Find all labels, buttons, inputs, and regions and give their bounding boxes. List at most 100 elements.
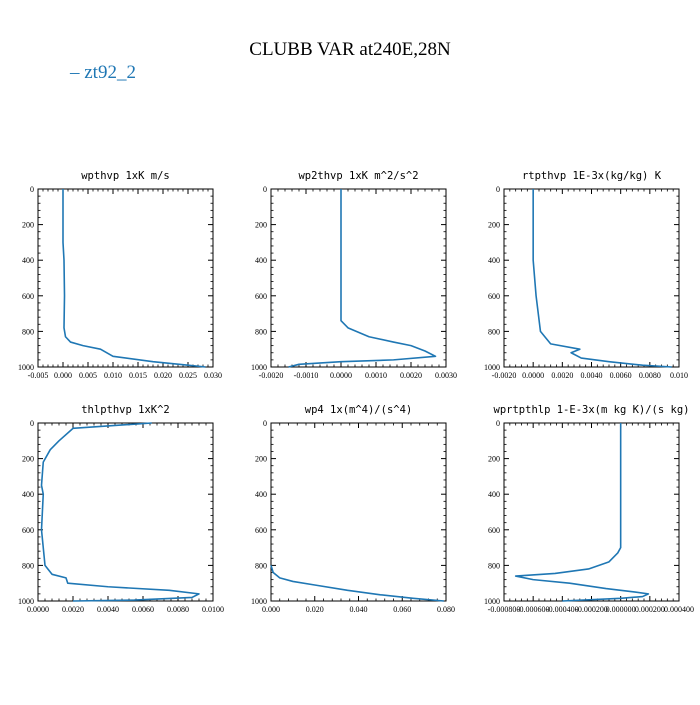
panel-title: wpthvp 1xK m/s	[81, 170, 170, 182]
plot-frame	[270, 422, 447, 602]
y-tick-label: 600	[488, 526, 500, 535]
series-line	[62, 189, 206, 368]
series-line	[40, 422, 200, 602]
x-tick-label: 0.020	[306, 605, 324, 614]
x-tick-label: 0.000200	[635, 605, 665, 614]
y-tick-label: 800	[22, 561, 34, 570]
x-tick-label: 0.0030	[435, 371, 457, 380]
x-tick-label: 0.015	[129, 371, 147, 380]
panel-title: rtpthvp 1E-3x(kg/kg) K	[522, 170, 662, 182]
y-tick-label: 200	[22, 221, 34, 230]
panel-title: wprtpthlp 1-E-3x(m kg K)/(s kg)	[494, 404, 690, 416]
x-tick-label: 0.0000	[522, 371, 544, 380]
x-tick-label: 0.025	[179, 371, 197, 380]
panel-5: wp4 1x(m^4)/(s^4) 0.000 0.020 0.040 0.060 0.0…	[251, 404, 455, 614]
y-tick-label: 600	[255, 292, 267, 301]
x-tick-label: 0.0060	[610, 371, 632, 380]
y-tick-label: 0	[496, 185, 500, 194]
y-tick-label: 800	[22, 327, 34, 336]
x-tick-label: 0.0100	[202, 605, 224, 614]
x-tick-label: 0.0000	[330, 371, 352, 380]
x-tick-label: -0.000200	[575, 605, 608, 614]
series-line	[270, 565, 444, 602]
x-tick-label: 0.020	[154, 371, 172, 380]
series-line	[514, 423, 650, 602]
x-tick-label: 0.030	[204, 371, 222, 380]
x-tick-label: -0.000800	[488, 605, 521, 614]
y-tick-label: 800	[255, 561, 267, 570]
x-tick-label: 0.0000	[27, 605, 49, 614]
y-tick-label: 1000	[484, 597, 500, 606]
x-tick-label: 0.0010	[365, 371, 387, 380]
x-tick-label: 0.000000	[606, 605, 636, 614]
series-line	[288, 189, 437, 368]
plot-frame	[270, 188, 447, 368]
y-tick-label: 0	[30, 185, 34, 194]
y-tick-label: 400	[488, 490, 500, 499]
x-tick-label: 0.010	[670, 371, 688, 380]
series-line	[532, 189, 672, 368]
y-tick-label: 200	[488, 221, 500, 230]
x-tick-label: 0.000	[262, 605, 280, 614]
y-tick-label: 200	[255, 221, 267, 230]
x-tick-label: 0.0080	[167, 605, 189, 614]
y-tick-label: 1000	[251, 597, 267, 606]
y-tick-label: 1000	[18, 363, 34, 372]
y-tick-label: 800	[488, 561, 500, 570]
x-tick-label: 0.0080	[639, 371, 661, 380]
panel-title: wp4 1x(m^4)/(s^4)	[305, 404, 412, 416]
legend-label: – zt92_2	[69, 62, 136, 83]
y-tick-label: 200	[22, 455, 34, 464]
x-tick-label: -0.000600	[517, 605, 550, 614]
legend-series-name: zt92_2	[84, 62, 136, 83]
y-tick-label: 0	[496, 419, 500, 428]
panel-title: wp2thvp 1xK m^2/s^2	[298, 170, 418, 182]
y-tick-label: 1000	[251, 363, 267, 372]
panel-title: thlpthvp 1xK^2	[81, 404, 170, 416]
y-tick-label: 0	[263, 185, 267, 194]
panel-4: thlpthvp 1xK^2 0.0000 0.0020 0.0040 0.0060 0.…	[18, 404, 224, 614]
y-tick-label: 400	[255, 256, 267, 265]
x-tick-label: 0.060	[393, 605, 411, 614]
x-tick-label: -0.0020	[259, 371, 284, 380]
y-tick-label: 1000	[18, 597, 34, 606]
y-tick-label: 200	[255, 455, 267, 464]
y-tick-label: 600	[22, 292, 34, 301]
panel-6: wprtpthlp 1-E-3x(m kg K)/(s kg) -0.000800…	[484, 404, 694, 614]
x-tick-label: 0.040	[350, 605, 368, 614]
y-tick-label: 400	[255, 490, 267, 499]
x-tick-label: -0.0010	[294, 371, 319, 380]
y-tick-label: 400	[22, 256, 34, 265]
y-tick-label: 800	[488, 327, 500, 336]
y-tick-label: 600	[22, 526, 34, 535]
x-tick-label: 0.005	[79, 371, 97, 380]
x-tick-label: 0.0040	[97, 605, 119, 614]
y-tick-label: 600	[488, 292, 500, 301]
plot-frame	[503, 188, 680, 368]
x-tick-label: -0.000400	[546, 605, 579, 614]
x-tick-label: 0.000400	[664, 605, 694, 614]
x-tick-label: 0.0040	[581, 371, 603, 380]
y-tick-label: 200	[488, 455, 500, 464]
panel-3: rtpthvp 1E-3x(kg/kg) K -0.0020 0.0000 0.002…	[484, 170, 688, 380]
panel-2: wp2thvp 1xK m^2/s^2 -0.0020 -0.0010 0.0000 0…	[251, 170, 457, 380]
y-tick-label: 400	[488, 256, 500, 265]
y-tick-label: 0	[30, 419, 34, 428]
panels: wpthvp 1xK m/s -0.005 0.000 0.005 0.010 0.015…	[18, 170, 694, 614]
panel-1: wpthvp 1xK m/s -0.005 0.000 0.005 0.010 0.015…	[18, 170, 222, 380]
x-tick-label: 0.010	[104, 371, 122, 380]
x-tick-label: 0.000	[54, 371, 72, 380]
figure-title: CLUBB VAR at240E,28N	[249, 39, 451, 60]
x-tick-label: -0.005	[28, 371, 49, 380]
x-tick-label: 0.0060	[132, 605, 154, 614]
x-tick-label: -0.0020	[492, 371, 517, 380]
x-tick-label: 0.0020	[62, 605, 84, 614]
y-tick-label: 800	[255, 327, 267, 336]
y-tick-label: 400	[22, 490, 34, 499]
plot-frame	[37, 188, 214, 368]
y-tick-label: 0	[263, 419, 267, 428]
x-tick-label: 0.0020	[400, 371, 422, 380]
x-tick-label: 0.080	[437, 605, 455, 614]
